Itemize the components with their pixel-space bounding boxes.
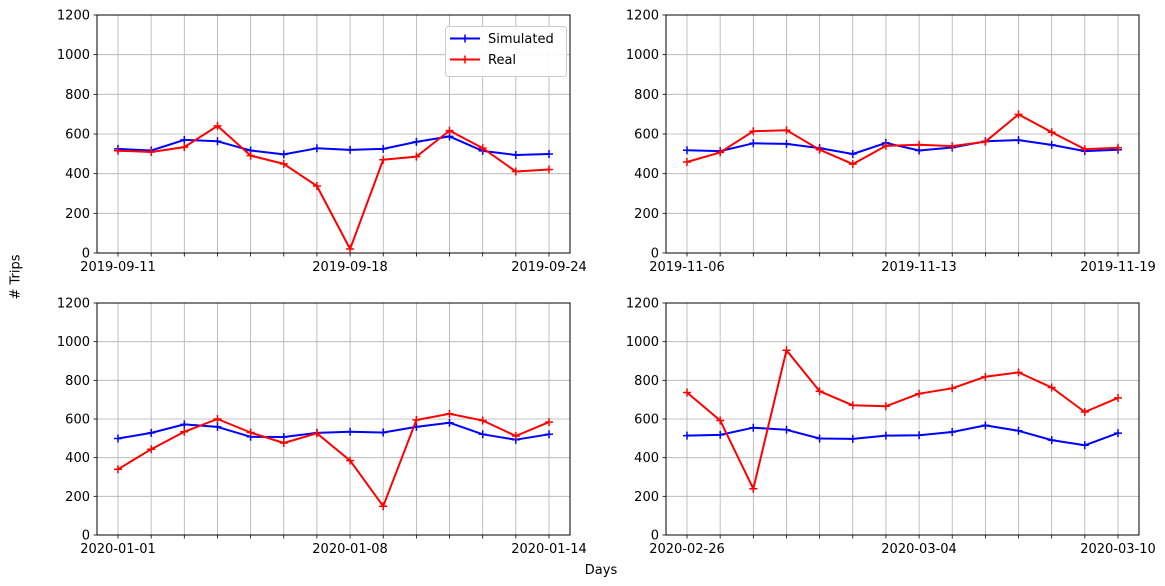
axes-spines [665, 302, 1140, 536]
real-plus-markers [114, 121, 553, 253]
x-axis-label: Days [584, 563, 618, 578]
y-tick-label: 800 [634, 374, 659, 389]
simulated-plus-markers [683, 421, 1122, 450]
real-line [686, 113, 1119, 166]
simulated-line [686, 424, 1119, 447]
y-tick-label: 800 [65, 374, 90, 389]
x-tick-label: 2019-11-06 [649, 260, 725, 275]
y-tick-label: 1000 [626, 48, 659, 63]
legend-sample-marker [461, 55, 469, 64]
x-tick-label: 2019-09-18 [312, 260, 388, 275]
y-tick-label: 1000 [57, 48, 90, 63]
y-tick-label: 1200 [57, 9, 90, 24]
x-tick-label: 2019-11-13 [881, 260, 957, 275]
x-tick-label: 2020-01-01 [80, 542, 156, 557]
x-tick-label: 2019-09-24 [511, 260, 587, 275]
y-tick-label: 400 [634, 451, 659, 466]
y-tick-label: 200 [634, 490, 659, 505]
legend-label: Real [488, 53, 516, 68]
real-plus-markers [683, 110, 1122, 169]
y-tick-label: 800 [65, 88, 90, 103]
y-tick-label: 600 [65, 128, 90, 143]
legend-sample-marker [461, 34, 469, 43]
y-tick-label: 600 [634, 128, 659, 143]
y-tick-label: 1000 [57, 335, 90, 350]
simulated-line [686, 139, 1119, 155]
y-tick-label: 400 [65, 167, 90, 182]
simulated-line [117, 135, 550, 156]
legend-label: Simulated [488, 32, 554, 47]
y-tick-label: 1200 [626, 9, 659, 24]
real-plus-markers [114, 409, 553, 511]
x-tick-label: 2020-01-14 [511, 542, 587, 557]
real-plus-markers [683, 346, 1122, 493]
x-tick-label: 2020-03-04 [881, 542, 957, 557]
y-tick-label: 200 [634, 207, 659, 222]
x-tick-label: 2020-01-08 [312, 542, 388, 557]
y-tick-label: 1200 [626, 297, 659, 312]
y-tick-label: 200 [65, 207, 90, 222]
y-tick-label: 400 [65, 451, 90, 466]
x-tick-label: 2020-02-26 [649, 542, 725, 557]
x-tick-label: 2019-09-11 [80, 260, 156, 275]
subplot-3: 0 200 400 600 800 1000 1200 2020-01-01 2020-01-0… [57, 297, 587, 558]
y-tick-label: 0 [82, 247, 90, 262]
real-line [117, 124, 550, 250]
y-tick-label: 400 [634, 167, 659, 182]
subplot-2: 0 200 400 600 800 1000 1200 2019-11-06 2019-11-1… [626, 9, 1156, 276]
axes-spines [96, 14, 571, 254]
y-axis-label: # Trips [8, 254, 24, 300]
subplot-4: 0 200 400 600 800 1000 1200 2020-02-26 2020-03-0… [626, 297, 1156, 558]
legend: Simulated Real [445, 26, 567, 77]
y-tick-label: 0 [82, 529, 90, 544]
y-tick-label: 600 [634, 413, 659, 428]
x-tick-label: 2020-03-10 [1080, 542, 1156, 557]
x-tick-label: 2019-11-19 [1080, 260, 1156, 275]
y-tick-label: 200 [65, 490, 90, 505]
simulated-line [117, 421, 550, 441]
real-line [686, 349, 1119, 490]
y-tick-label: 0 [651, 247, 659, 262]
axes-spines [665, 14, 1140, 254]
y-tick-label: 600 [65, 413, 90, 428]
subplot-1: 0 200 400 600 800 1000 1200 2019-09-11 2019-09-1… [57, 9, 587, 276]
y-tick-label: 800 [634, 88, 659, 103]
axes-spines [96, 302, 571, 536]
y-tick-label: 0 [651, 529, 659, 544]
y-tick-label: 1000 [626, 335, 659, 350]
y-tick-label: 1200 [57, 297, 90, 312]
real-line [117, 412, 550, 508]
